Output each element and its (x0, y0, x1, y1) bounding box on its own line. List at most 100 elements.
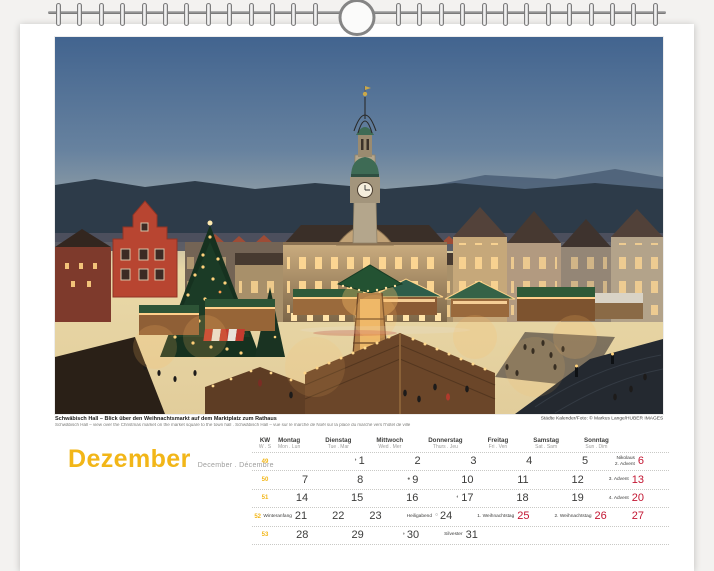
month-block: Dezember December . Décembre (68, 445, 274, 474)
grid-header-row: KW W . S Montag Mon . Lun Dienstag Tue . Mar M… (252, 436, 669, 453)
day-labels: 3. Advent (608, 477, 629, 483)
binding-loop (184, 3, 190, 26)
day-cell: 3. Advent 13 (608, 473, 645, 486)
day-cell: ● 9 (407, 473, 419, 486)
day-labels: 1. Weihnachtstag (477, 513, 515, 519)
photo-caption: Schwäbisch Hall – Blick über den Weihnac… (55, 416, 663, 429)
caption-row: Schwäbisch Hall – Blick über den Weihnac… (55, 416, 663, 432)
binding-loop (120, 3, 126, 26)
day-column-header: Mittwoch Wed . Mer (376, 437, 404, 451)
market-stalls (139, 278, 643, 341)
day-cell: 8 (357, 473, 364, 486)
day-labels: Heiligabend (406, 513, 432, 519)
binding-loop (460, 3, 466, 26)
photo-caption-translations: Schwäbisch Hall – view over the Christma… (55, 423, 411, 428)
hanger-ring (338, 0, 376, 36)
day-labels: Nikolaus 2. Advent (614, 455, 635, 467)
day-cell: 22 (332, 510, 345, 523)
day-column-header: Sonntag Sun . Dim (584, 437, 609, 451)
day-cell: Silvester 31 (444, 528, 478, 541)
week-row: 49 ◑ 1 2 3 4 5 Nikolaus 2. Advent 6 (252, 453, 669, 472)
day-column-header: Dienstag Tue . Mar (325, 437, 352, 451)
day-cell: 4 (526, 455, 533, 468)
binding-loop (438, 3, 444, 26)
binding-loop (567, 3, 573, 26)
day-cell: 16 (406, 491, 419, 504)
day-cell: Nikolaus 2. Advent 6 (614, 455, 645, 468)
day-column-header: Samstag Sat . Sam (533, 437, 560, 451)
day-column-header: Freitag Fri . Ven (487, 437, 509, 451)
day-cell: 23 (369, 510, 382, 523)
binding-loop (77, 3, 83, 26)
rathaus-tower (350, 86, 380, 244)
photo-caption-title: Schwäbisch Hall – Blick über den Weihnac… (55, 416, 277, 422)
week-row: 52 Winteranfang 21 22 23 Heiligabend ○ 24 1. Wei… (252, 508, 669, 527)
day-cell: 3 (470, 455, 477, 468)
day-cell: 11 (517, 473, 529, 486)
foreground-huts (55, 326, 496, 414)
calendar-sheet: Schwäbisch Hall – Blick über den Weihnac… (20, 24, 694, 571)
day-cell: 7 (302, 473, 309, 486)
week-column-header: KW W . S (258, 437, 272, 451)
day-column-header: Montag Mon . Lun (278, 437, 301, 451)
day-labels: 2. Weihnachtstag (554, 513, 592, 519)
photo-credit: Städte Kalender/Foto: © Markus Lange/HUB… (540, 416, 663, 422)
day-labels: 4. Advent (608, 495, 629, 501)
day-cell: Heiligabend ○ 24 (406, 510, 453, 523)
day-cell: 2 (414, 455, 421, 468)
month-name: Dezember (68, 445, 191, 473)
binding-loop (270, 3, 276, 26)
day-labels: Winteranfang (263, 513, 292, 519)
week-row: 53 28 29 ◑ 30 Silvester 31 (252, 527, 669, 545)
week-number: 52 (254, 513, 262, 520)
week-number: 50 (261, 477, 269, 484)
binding-loop (588, 3, 594, 26)
calendar-grid: KW W . S Montag Mon . Lun Dienstag Tue . Mar M… (252, 436, 669, 545)
binding-loop (524, 3, 530, 26)
day-cell: 10 (461, 473, 474, 486)
binding-loop (481, 3, 487, 26)
day-cell: ◑ 1 (353, 455, 365, 468)
day-cell: ◐ 17 (456, 491, 474, 504)
binding-loop (56, 3, 61, 26)
day-cell: Winteranfang 21 (263, 510, 308, 523)
binding-loop (312, 3, 318, 26)
photo-christmas-market (55, 37, 663, 414)
binding-loop (98, 3, 104, 26)
binding-loop (227, 3, 233, 26)
day-cell: ◑ 30 (401, 528, 420, 541)
week-number: 53 (261, 532, 269, 539)
day-cell: 19 (571, 491, 584, 504)
day-cell: 18 (516, 491, 529, 504)
day-labels: Silvester (444, 532, 463, 538)
day-cell: 4. Advent 20 (608, 491, 645, 504)
binding-loop (291, 3, 297, 26)
day-cell: 2. Weihnachtstag 26 (554, 510, 607, 523)
light-glow (133, 295, 597, 397)
crowd (143, 340, 647, 403)
day-cell: 27 (631, 510, 644, 523)
binding-loop (163, 3, 169, 26)
week-number: 49 (261, 458, 269, 465)
binding-loop (652, 3, 658, 26)
binding-loop (545, 3, 551, 26)
day-cell: 5 (582, 455, 589, 468)
week-row: 50 7 8 ● 9 10 11 12 3. Advent 13 (252, 471, 669, 490)
week-row: 51 14 15 16 ◐ 17 18 19 4. Advent 20 (252, 490, 669, 509)
binding-loops-left (56, 3, 318, 26)
binding-loops-right (396, 3, 658, 26)
week-number: 51 (261, 495, 269, 502)
binding-loop (503, 3, 509, 26)
wire-binding (48, 0, 666, 36)
day-cell: 1. Weihnachtstag 25 (477, 510, 530, 523)
binding-loop (248, 3, 254, 26)
day-cell: 28 (296, 528, 309, 541)
binding-loop (141, 3, 147, 26)
binding-loop (631, 3, 637, 26)
binding-loop (396, 3, 401, 26)
day-column-header: Donnerstag Thurs . Jeu (428, 437, 463, 451)
month-subtitle: December . Décembre (197, 462, 274, 469)
binding-loop (610, 3, 616, 26)
binding-loop (205, 3, 211, 26)
